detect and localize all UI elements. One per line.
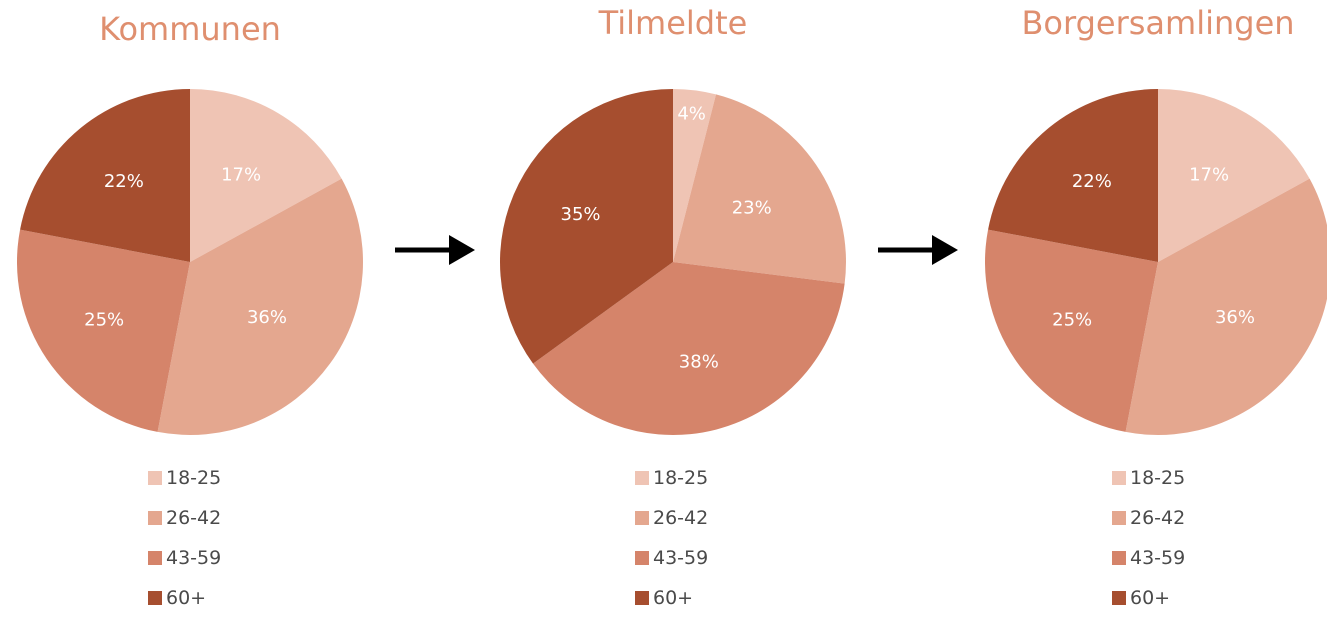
legend-item: 60+ (148, 578, 221, 618)
legend-label: 18-25 (1130, 467, 1186, 489)
data-label: 23% (732, 198, 772, 219)
legend-swatch (148, 551, 162, 565)
legend: 18-25 26-42 43-59 60+ (1112, 458, 1185, 618)
slice-18-25 (673, 89, 717, 262)
legend-item: 43-59 (1112, 538, 1185, 578)
legend-swatch (1112, 511, 1126, 525)
data-label: 35% (561, 204, 601, 225)
legend-label: 18-25 (166, 467, 222, 489)
legend: 18-25 26-42 43-59 60+ (635, 458, 708, 618)
slice-43-59 (533, 262, 845, 435)
legend-item: 26-42 (635, 498, 708, 538)
chart-title: Borgersamlingen (1021, 4, 1295, 42)
legend-swatch (148, 471, 162, 485)
legend-label: 60+ (653, 587, 694, 609)
data-label: 25% (84, 309, 124, 330)
data-label: 22% (1072, 171, 1112, 192)
slice-43-59 (16, 229, 191, 432)
pie-svg: 17% 36% 25% 22% (985, 89, 1327, 436)
legend-item: 18-25 (148, 458, 221, 498)
legend-item: 26-42 (148, 498, 221, 538)
pie-svg: 17% 36% 25% 22% (16, 89, 363, 436)
chart-title: Kommunen (99, 10, 281, 48)
slice-26-42 (157, 178, 363, 436)
legend-label: 43-59 (653, 547, 709, 569)
legend-item: 60+ (635, 578, 708, 618)
slice-26-42 (1125, 178, 1327, 436)
legend-label: 26-42 (653, 507, 709, 529)
data-label: 36% (247, 307, 287, 328)
slice-26-42 (673, 94, 846, 284)
legend-label: 60+ (166, 587, 207, 609)
slice-60-plus (500, 89, 673, 364)
slice-60-plus (988, 89, 1158, 262)
slice-18-25 (190, 89, 342, 262)
slice-60-plus (20, 89, 191, 262)
pie-svg: 4% 23% 38% 35% (500, 89, 846, 435)
data-label: 38% (679, 352, 719, 373)
legend-item: 60+ (1112, 578, 1185, 618)
data-label: 36% (1215, 307, 1255, 328)
data-label: 4% (677, 103, 706, 124)
legend-item: 43-59 (148, 538, 221, 578)
right-arrow-icon (878, 235, 958, 265)
legend-item: 26-42 (1112, 498, 1185, 538)
legend-swatch (635, 471, 649, 485)
legend-swatch (1112, 591, 1126, 605)
data-label: 22% (104, 171, 144, 192)
data-label: 17% (1189, 165, 1229, 186)
legend-label: 43-59 (1130, 547, 1186, 569)
pie-chart-tilmeldte: Tilmeldte 4% 23% 38% 35% 18-25 26-42 43-59 … (493, 0, 853, 613)
legend-swatch (635, 511, 649, 525)
slice-43-59 (985, 229, 1158, 432)
legend-label: 18-25 (653, 467, 709, 489)
chart-title: Tilmeldte (598, 4, 748, 42)
legend-item: 18-25 (1112, 458, 1185, 498)
legend-swatch (1112, 471, 1126, 485)
data-label: 17% (221, 165, 261, 186)
legend-swatch (635, 551, 649, 565)
pie-chart-borgersamlingen: Borgersamlingen 17% 36% 25% 22% 18-25 26-42… (978, 0, 1327, 613)
data-label: 25% (1052, 309, 1092, 330)
legend-label: 60+ (1130, 587, 1171, 609)
legend-swatch (635, 591, 649, 605)
right-arrow-icon (395, 235, 475, 265)
legend-swatch (1112, 551, 1126, 565)
legend-item: 43-59 (635, 538, 708, 578)
slice-18-25 (1158, 89, 1310, 262)
legend-label: 43-59 (166, 547, 222, 569)
legend: 18-25 26-42 43-59 60+ (148, 458, 221, 618)
legend-item: 18-25 (635, 458, 708, 498)
pie-chart-kommunen: Kommunen 17% 36% 25% 22% 18-25 26-42 43-59 … (10, 0, 370, 613)
legend-swatch (148, 511, 162, 525)
legend-label: 26-42 (166, 507, 222, 529)
legend-swatch (148, 591, 162, 605)
legend-label: 26-42 (1130, 507, 1186, 529)
